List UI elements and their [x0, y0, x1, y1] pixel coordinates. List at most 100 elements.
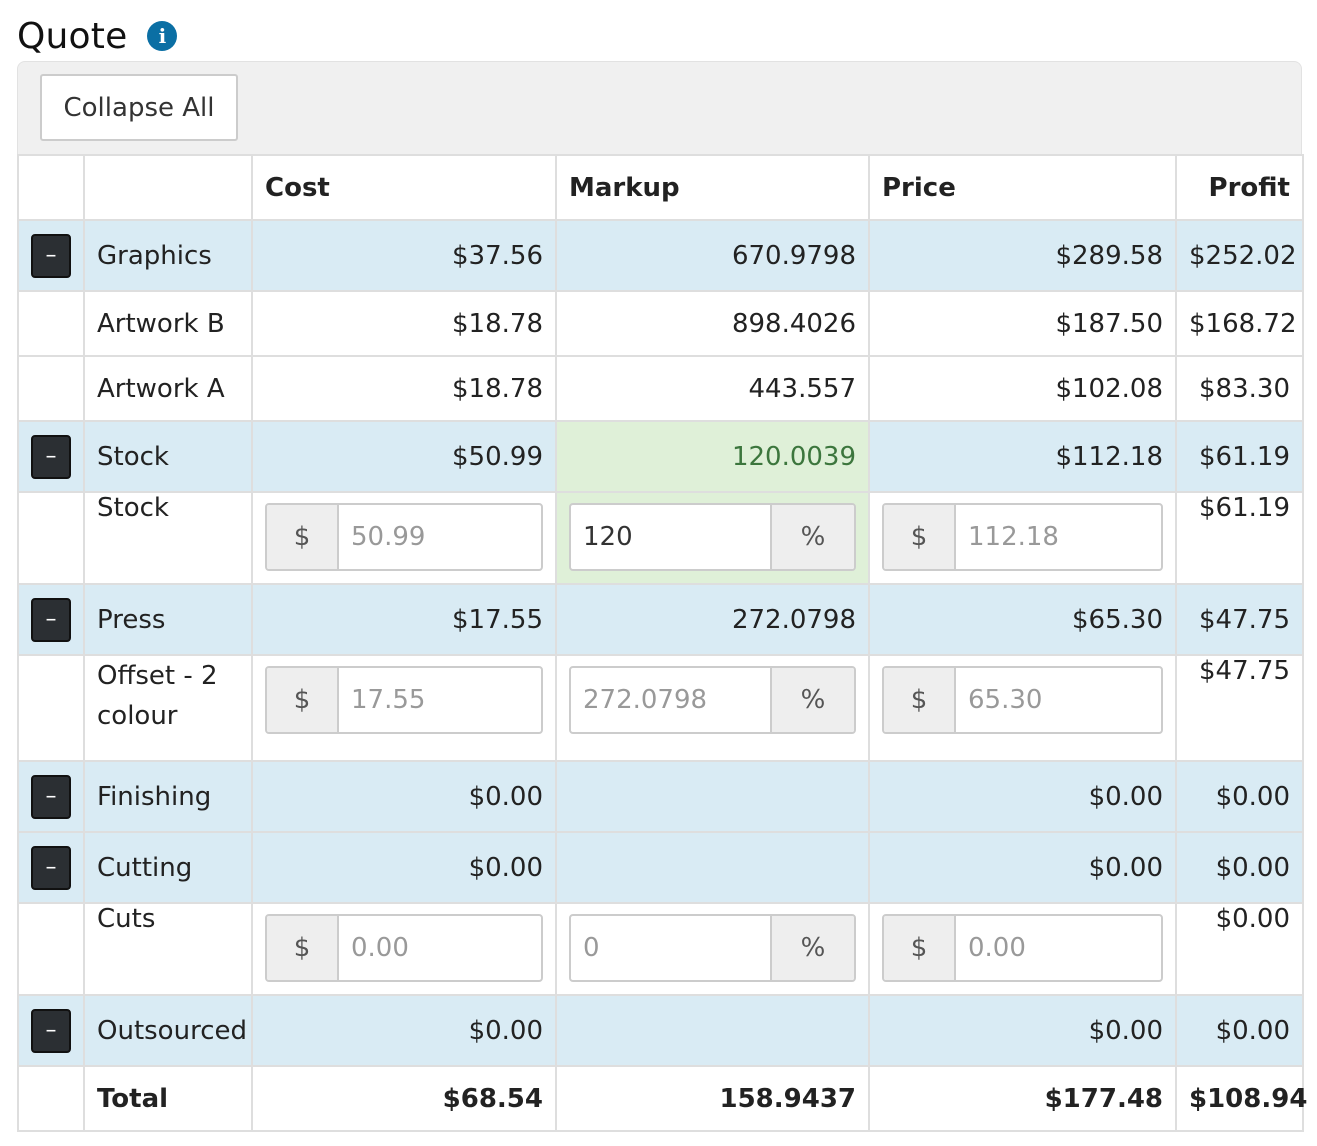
header-profit: Profit: [1175, 154, 1304, 221]
row-profit: $0.00: [1175, 902, 1304, 996]
price-input-group: $ 65.30: [882, 666, 1163, 734]
total-price: $177.48: [868, 1065, 1177, 1132]
category-row-outsourced: – Outsourced $0.00 $0.00 $0.00: [17, 994, 1304, 1067]
row-cost: $50.99: [251, 420, 557, 493]
row-markup: 898.4026: [555, 290, 870, 357]
quote-table: Cost Markup Price Profit – Graphics $37.…: [17, 154, 1307, 1132]
row-price: $0.00: [868, 831, 1177, 904]
row-cost: $18.78: [251, 355, 557, 422]
dollar-addon: $: [267, 916, 339, 980]
category-row-graphics: – Graphics $37.56 670.9798 $289.58 $252.…: [17, 219, 1304, 292]
item-row-cuts: Cuts $ 0.00 0 % $ 0.00 $0.00: [17, 902, 1304, 996]
row-cost: $0.00: [251, 994, 557, 1067]
item-row-stock: Stock $ 50.99 120 % $ 112.18 $61.19: [17, 491, 1304, 585]
row-profit: $0.00: [1175, 831, 1304, 904]
cost-input[interactable]: 0.00: [351, 933, 409, 963]
collapse-cutting-button[interactable]: –: [31, 845, 71, 890]
price-input-group: $ 112.18: [882, 503, 1163, 571]
row-markup: [555, 831, 870, 904]
row-cost: $37.56: [251, 219, 557, 292]
collapse-all-button[interactable]: Collapse All: [40, 74, 238, 141]
row-profit: $47.75: [1175, 654, 1304, 762]
row-name: Outsourced: [83, 994, 253, 1067]
page-header: Quote i: [17, 12, 178, 60]
quote-toolbar: Collapse All: [17, 61, 1302, 154]
collapse-stock-button[interactable]: –: [31, 434, 71, 479]
row-price: $65.30: [868, 583, 1177, 656]
row-name: Artwork B: [83, 290, 253, 357]
item-row-offset: Offset - 2 colour $ 17.55 272.0798 % $ 6…: [17, 654, 1304, 762]
markup-input[interactable]: 120: [583, 522, 633, 552]
dollar-addon: $: [884, 916, 956, 980]
info-icon[interactable]: i: [147, 21, 178, 51]
collapse-press-button[interactable]: –: [31, 597, 71, 642]
row-profit: $83.30: [1175, 355, 1304, 422]
row-price: $102.08: [868, 355, 1177, 422]
row-profit: $61.19: [1175, 491, 1304, 585]
row-name: Artwork A: [83, 355, 253, 422]
percent-addon: %: [770, 505, 854, 569]
dollar-addon: $: [884, 505, 956, 569]
row-markup: 120.0039: [555, 420, 870, 493]
header-markup: Markup: [555, 154, 870, 221]
row-markup: 272.0798: [555, 583, 870, 656]
row-price: $187.50: [868, 290, 1177, 357]
cost-input-group: $ 50.99: [265, 503, 543, 571]
total-label: Total: [83, 1065, 253, 1132]
row-cost: $0.00: [251, 831, 557, 904]
row-name: Graphics: [83, 219, 253, 292]
cost-input-group: $ 17.55: [265, 666, 543, 734]
cost-input-group: $ 0.00: [265, 914, 543, 982]
row-markup: [555, 994, 870, 1067]
header-cost: Cost: [251, 154, 557, 221]
header-toggle: [17, 154, 85, 221]
price-input[interactable]: 0.00: [968, 933, 1026, 963]
dollar-addon: $: [884, 668, 956, 732]
row-price: $0.00: [868, 760, 1177, 833]
total-markup: 158.9437: [555, 1065, 870, 1132]
total-row: Total $68.54 158.9437 $177.48 $108.94: [17, 1065, 1307, 1132]
row-cost: $0.00: [251, 760, 557, 833]
category-row-stock: – Stock $50.99 120.0039 $112.18 $61.19: [17, 420, 1304, 493]
row-profit: $61.19: [1175, 420, 1304, 493]
cost-input[interactable]: 50.99: [351, 522, 426, 552]
price-input[interactable]: 65.30: [968, 685, 1043, 715]
dollar-addon: $: [267, 668, 339, 732]
item-row-artwork-a: Artwork A $18.78 443.557 $102.08 $83.30: [17, 355, 1304, 422]
row-profit: $0.00: [1175, 760, 1304, 833]
row-price: $0.00: [868, 994, 1177, 1067]
price-input[interactable]: 112.18: [968, 522, 1059, 552]
row-name: Offset - 2 colour: [83, 654, 253, 762]
item-row-artwork-b: Artwork B $18.78 898.4026 $187.50 $168.7…: [17, 290, 1304, 357]
row-markup: [555, 760, 870, 833]
header-price: Price: [868, 154, 1177, 221]
row-profit: $168.72: [1175, 290, 1304, 357]
row-markup: 443.557: [555, 355, 870, 422]
row-price: $112.18: [868, 420, 1177, 493]
row-price: $289.58: [868, 219, 1177, 292]
markup-input[interactable]: 0: [583, 933, 600, 963]
row-name: Finishing: [83, 760, 253, 833]
dollar-addon: $: [267, 505, 339, 569]
total-cost: $68.54: [251, 1065, 557, 1132]
row-profit: $47.75: [1175, 583, 1304, 656]
row-name: Cutting: [83, 831, 253, 904]
markup-input-group: 0 %: [569, 914, 856, 982]
row-markup: 670.9798: [555, 219, 870, 292]
category-row-cutting: – Cutting $0.00 $0.00 $0.00: [17, 831, 1304, 904]
table-header-row: Cost Markup Price Profit: [17, 154, 1304, 221]
collapse-finishing-button[interactable]: –: [31, 774, 71, 819]
category-row-finishing: – Finishing $0.00 $0.00 $0.00: [17, 760, 1304, 833]
markup-input[interactable]: 272.0798: [583, 685, 708, 715]
row-profit: $252.02: [1175, 219, 1304, 292]
row-name: Press: [83, 583, 253, 656]
cost-input[interactable]: 17.55: [351, 685, 426, 715]
collapse-graphics-button[interactable]: –: [31, 233, 71, 278]
category-row-press: – Press $17.55 272.0798 $65.30 $47.75: [17, 583, 1304, 656]
percent-addon: %: [770, 916, 854, 980]
markup-input-group: 272.0798 %: [569, 666, 856, 734]
row-name: Stock: [83, 420, 253, 493]
row-name: Stock: [83, 491, 253, 585]
total-profit: $108.94: [1175, 1065, 1307, 1132]
collapse-outsourced-button[interactable]: –: [31, 1008, 71, 1053]
